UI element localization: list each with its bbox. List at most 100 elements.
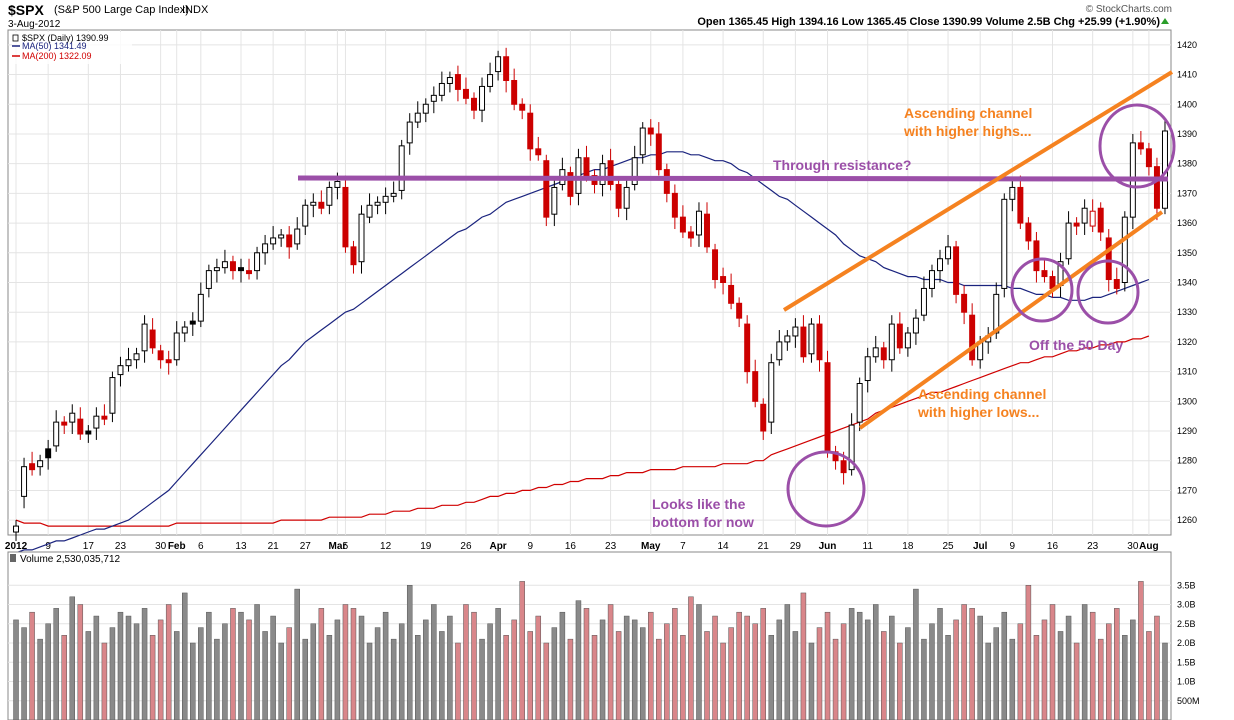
- volume-bar: [527, 631, 533, 720]
- candle: [1065, 211, 1072, 265]
- candle: [45, 439, 52, 470]
- candle-body: [374, 201, 381, 206]
- price-axis: 1260 1270 1280 1290 1300 1310 1320 1330 1340 1350…: [1177, 40, 1197, 525]
- annot-channel-low-1: Ascending channel: [918, 386, 1046, 402]
- volume-bar: [382, 611, 389, 720]
- price-tick-label: 1280: [1177, 456, 1197, 466]
- candle: [133, 347, 140, 369]
- candle-body: [663, 169, 670, 194]
- candle-body: [462, 88, 469, 99]
- candle-body: [454, 74, 461, 90]
- candle: [471, 92, 477, 120]
- candle: [141, 315, 148, 363]
- candle: [205, 264, 212, 298]
- candle: [679, 205, 686, 238]
- legend-ma200: MA(200) 1322.09: [22, 51, 92, 61]
- candle-body: [77, 418, 84, 435]
- candle: [165, 350, 172, 375]
- candle-body: [382, 195, 389, 203]
- candle-body: [824, 362, 831, 453]
- candle-body: [687, 231, 694, 239]
- candle: [125, 347, 132, 372]
- candle: [495, 50, 502, 81]
- volume-bar: [53, 608, 59, 720]
- volume-bar: [1049, 604, 1056, 720]
- candle: [270, 226, 277, 250]
- volume-bar: [455, 642, 461, 720]
- volume-bar: [889, 615, 895, 720]
- volume-bar: [1105, 623, 1112, 720]
- candle: [953, 240, 960, 304]
- candle: [213, 258, 220, 283]
- candle-body: [888, 323, 895, 361]
- off50-circle-2: [1076, 259, 1140, 325]
- candle: [583, 145, 590, 182]
- candle: [326, 181, 333, 215]
- volume-bar: [342, 604, 349, 720]
- volume-bar: [431, 604, 437, 720]
- candle-body: [631, 157, 638, 185]
- volume-bar: [69, 596, 76, 720]
- volume-tick-label: 1.0B: [1177, 677, 1196, 687]
- candle: [567, 166, 574, 206]
- candle-body: [157, 350, 164, 361]
- candle-body: [45, 448, 52, 459]
- volume-bar: [318, 608, 325, 720]
- candle-body: [173, 332, 180, 361]
- volume-bar: [182, 592, 188, 720]
- volume-bar: [728, 627, 734, 720]
- volume-bar: [872, 604, 879, 720]
- candle-body: [133, 353, 140, 361]
- candle: [1113, 267, 1120, 295]
- candle: [503, 47, 510, 93]
- date-tick-label: 16: [1047, 541, 1059, 552]
- candle: [760, 398, 767, 440]
- volume-bar: [1009, 638, 1016, 720]
- candle-body: [671, 192, 678, 218]
- volume-bar: [921, 638, 927, 720]
- candle-body: [197, 293, 204, 322]
- price-tick-label: 1380: [1177, 159, 1197, 169]
- candle-body: [583, 157, 590, 177]
- candle: [1121, 211, 1128, 292]
- candle: [93, 407, 100, 440]
- candle-body: [969, 314, 976, 361]
- candle-body: [302, 204, 309, 227]
- candle-body: [1105, 237, 1112, 281]
- candle: [880, 341, 887, 369]
- candle-body: [479, 85, 486, 111]
- candle-body: [744, 323, 751, 373]
- candle-body: [1033, 240, 1040, 272]
- candle-body: [1089, 210, 1096, 227]
- volume-bar: [366, 642, 373, 720]
- volume-bar: [447, 615, 453, 720]
- date-tick-label: Aug: [1139, 541, 1158, 552]
- candle: [61, 416, 68, 434]
- price-tick-label: 1390: [1177, 129, 1197, 139]
- candle: [639, 122, 646, 164]
- date-label: 3-Aug-2012: [8, 19, 61, 30]
- top-circle: [1098, 103, 1176, 189]
- candle-body: [912, 317, 919, 334]
- volume-bar: [985, 642, 991, 720]
- candle: [607, 148, 614, 191]
- candle: [310, 193, 317, 218]
- candle-body: [1145, 148, 1152, 168]
- candle-body: [205, 270, 212, 289]
- volume-tick-label: 2.0B: [1177, 638, 1196, 648]
- candle: [366, 193, 373, 224]
- candle: [181, 321, 188, 342]
- volume-bar: [953, 619, 959, 720]
- date-tick-label: 9: [1010, 541, 1016, 552]
- date-tick-label: 17: [83, 541, 95, 552]
- candle: [808, 318, 815, 363]
- date-tick-label: 23: [115, 541, 127, 552]
- volume-bar: [913, 588, 919, 720]
- volume-bar: [688, 596, 694, 720]
- candle-body: [1009, 186, 1016, 200]
- volume-bar: [929, 623, 935, 720]
- candle-body: [695, 210, 702, 236]
- volume-tick-label: 2.5B: [1177, 619, 1196, 629]
- candle-body: [495, 56, 502, 73]
- candle-body: [471, 97, 477, 111]
